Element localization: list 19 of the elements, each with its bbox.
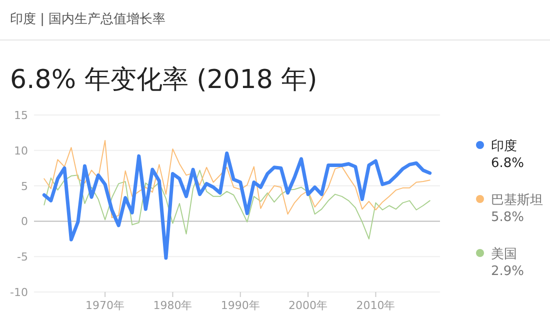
x-tick-label: 1980年 [153, 299, 192, 312]
y-tick-label: 5 [21, 180, 28, 193]
legend-label: 印度 [491, 138, 517, 154]
text: 2.9% [491, 264, 524, 279]
y-tick-label: -5 [17, 250, 28, 264]
legend-label: 巴基斯坦 [491, 193, 543, 208]
text: 5.8% [491, 210, 524, 225]
x-tick-label: 1970年 [86, 299, 125, 312]
text: 6.8% [491, 156, 524, 171]
x-tick-label: 1990年 [220, 299, 260, 312]
chart-title: 6.8% 年变化率 (2018 年) [10, 65, 318, 95]
legend-label: 美国 [491, 246, 517, 262]
y-tick-label: 15 [14, 109, 28, 122]
chart-subtitle: 印度 | 国内生产总值增长率 [10, 11, 166, 27]
y-tick-label: 0 [21, 215, 28, 228]
y-tick-label: 10 [14, 144, 28, 158]
y-tick-label: -10 [10, 286, 28, 299]
x-tick-label: 2000年 [288, 299, 328, 312]
x-tick-label: 2010年 [356, 299, 396, 312]
